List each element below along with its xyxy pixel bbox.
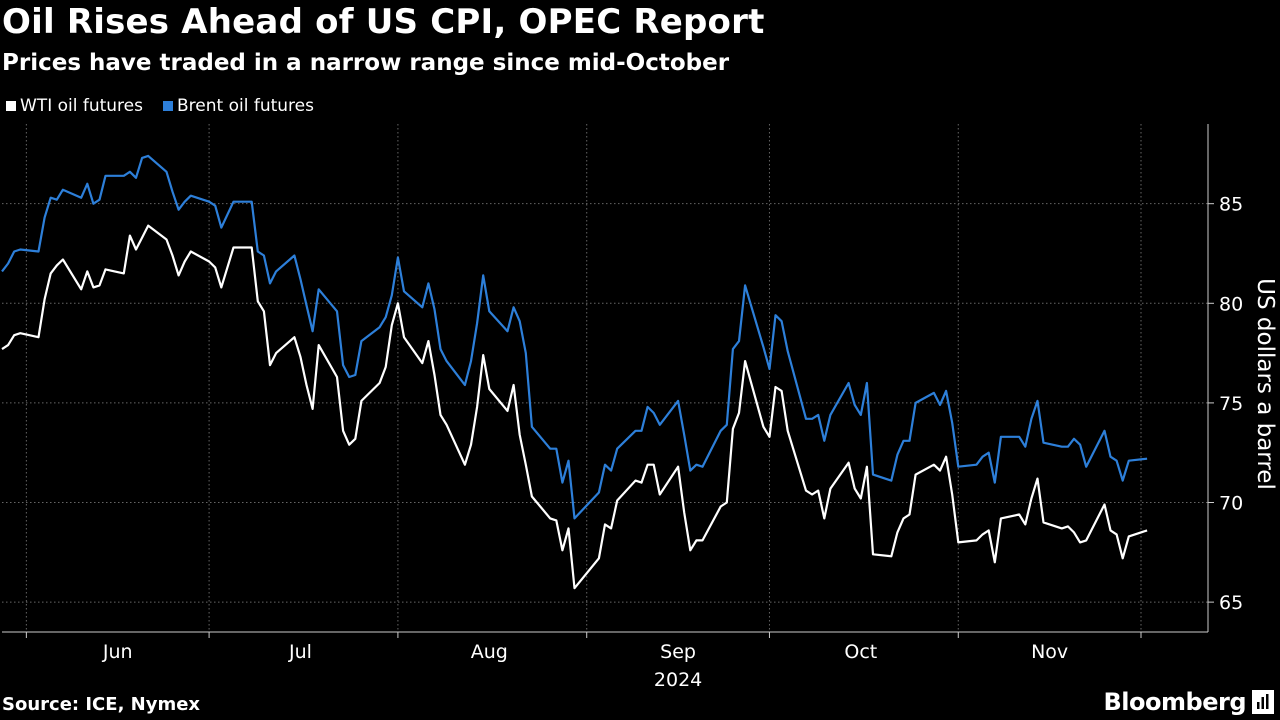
brand-name: Bloomberg	[1103, 688, 1247, 716]
y-tick-label-65: 65	[1219, 592, 1243, 614]
x-tick-label-jun: Jun	[102, 641, 133, 663]
x-tick-label-jul: Jul	[288, 641, 312, 663]
series-lines	[1, 154, 1148, 590]
wti-series-line	[1, 224, 1148, 590]
x-tick-label-oct: Oct	[844, 641, 877, 663]
x-tick-label-aug: Aug	[471, 641, 508, 663]
x-tick-label-nov: Nov	[1031, 641, 1068, 663]
brent-series-line	[1, 154, 1148, 520]
legend-label-wti: WTI oil futures	[20, 96, 143, 116]
chart-legend: WTI oil futures Brent oil futures	[6, 96, 314, 116]
legend-swatch-wti	[6, 101, 16, 111]
axes	[2, 124, 1214, 638]
source-note: Source: ICE, Nymex	[2, 694, 201, 715]
x-year-label: 2024	[654, 669, 702, 691]
y-axis-title: US dollars a barrel	[1252, 278, 1278, 490]
legend-item-wti: WTI oil futures	[6, 96, 143, 116]
y-tick-label-85: 85	[1219, 194, 1243, 216]
legend-swatch-brent	[163, 101, 173, 111]
legend-item-brent: Brent oil futures	[163, 96, 314, 116]
bloomberg-logo: Bloomberg	[1104, 688, 1274, 716]
y-tick-label-75: 75	[1219, 393, 1243, 415]
axis-labels: 65 70 75 80 85 Jun Jul Aug Sep Oct Nov 2024 US dolla…	[102, 194, 1278, 691]
chart-title: Oil Rises Ahead of US CPI, OPEC Report	[2, 2, 765, 42]
legend-label-brent: Brent oil futures	[177, 96, 314, 116]
chart-subtitle: Prices have traded in a narrow range sin…	[2, 50, 730, 76]
grid-lines	[2, 124, 1208, 632]
y-tick-label-80: 80	[1219, 293, 1243, 315]
x-tick-label-sep: Sep	[660, 641, 696, 663]
y-tick-label-70: 70	[1219, 493, 1243, 515]
bloomberg-mark-icon	[1252, 690, 1274, 714]
